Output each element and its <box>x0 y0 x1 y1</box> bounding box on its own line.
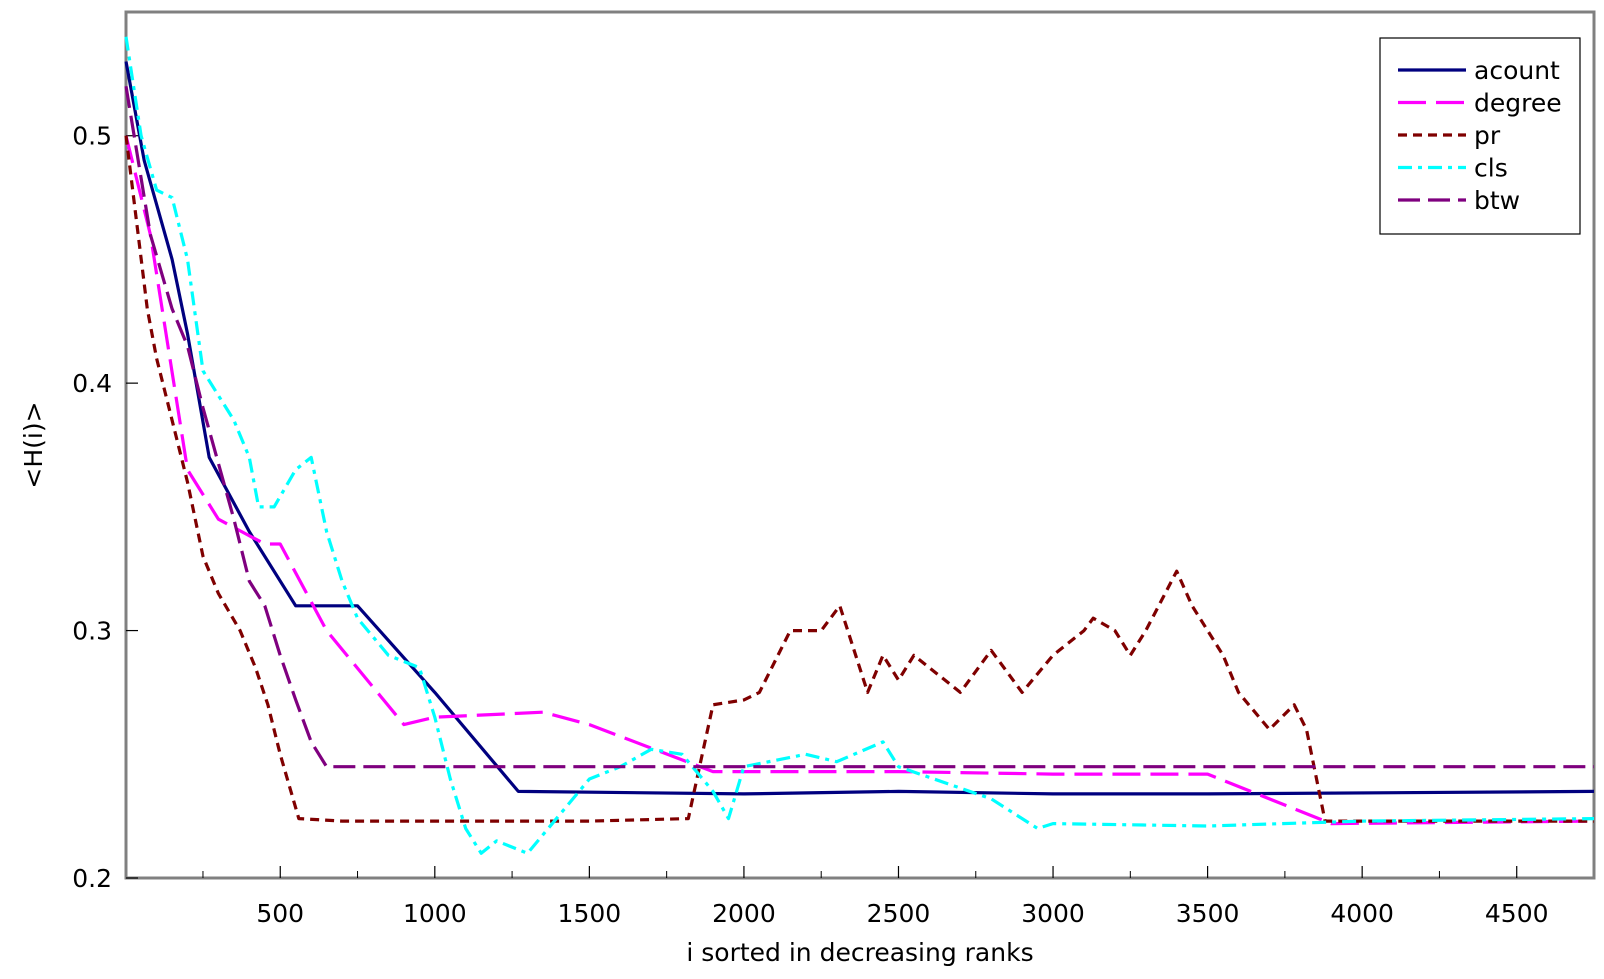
x-tick-label: 500 <box>256 899 304 928</box>
series-line-pr <box>124 135 1594 823</box>
x-tick-label: 4500 <box>1485 899 1549 928</box>
series-line-acount <box>124 61 1595 796</box>
legend-label-btw: btw <box>1474 186 1520 215</box>
y-tick-label: 0.5 <box>72 122 112 151</box>
legend: acount degree pr cls btw <box>1379 37 1581 235</box>
y-tick-label: 0.3 <box>72 617 112 646</box>
y-axis-ticks: 0.2 0.3 0.4 0.5 <box>72 122 138 893</box>
plot-frame <box>124 10 1596 880</box>
series-line-btw <box>124 85 1594 769</box>
x-axis-title: i sorted in decreasing ranks <box>686 938 1033 967</box>
x-tick-label: 1000 <box>403 899 467 928</box>
x-tick-label: 4000 <box>1330 899 1394 928</box>
legend-label-degree: degree <box>1474 89 1562 118</box>
x-tick-label: 3000 <box>1021 899 1085 928</box>
legend-label-acount: acount <box>1474 56 1560 85</box>
x-tick-label: 2500 <box>867 899 931 928</box>
x-tick-label: 3500 <box>1176 899 1240 928</box>
legend-label-cls: cls <box>1474 154 1508 183</box>
series-line-cls <box>124 36 1595 855</box>
y-axis-title: <H(i)> <box>19 401 48 488</box>
x-tick-label: 1500 <box>558 899 622 928</box>
series-layer <box>124 36 1595 855</box>
x-tick-label: 2000 <box>712 899 776 928</box>
y-tick-label: 0.4 <box>72 369 112 398</box>
y-tick-label: 0.2 <box>72 864 112 893</box>
legend-label-pr: pr <box>1474 121 1501 150</box>
x-axis-ticks: 500 1000 1500 2000 2500 3000 3500 4000 4500 <box>202 866 1549 928</box>
